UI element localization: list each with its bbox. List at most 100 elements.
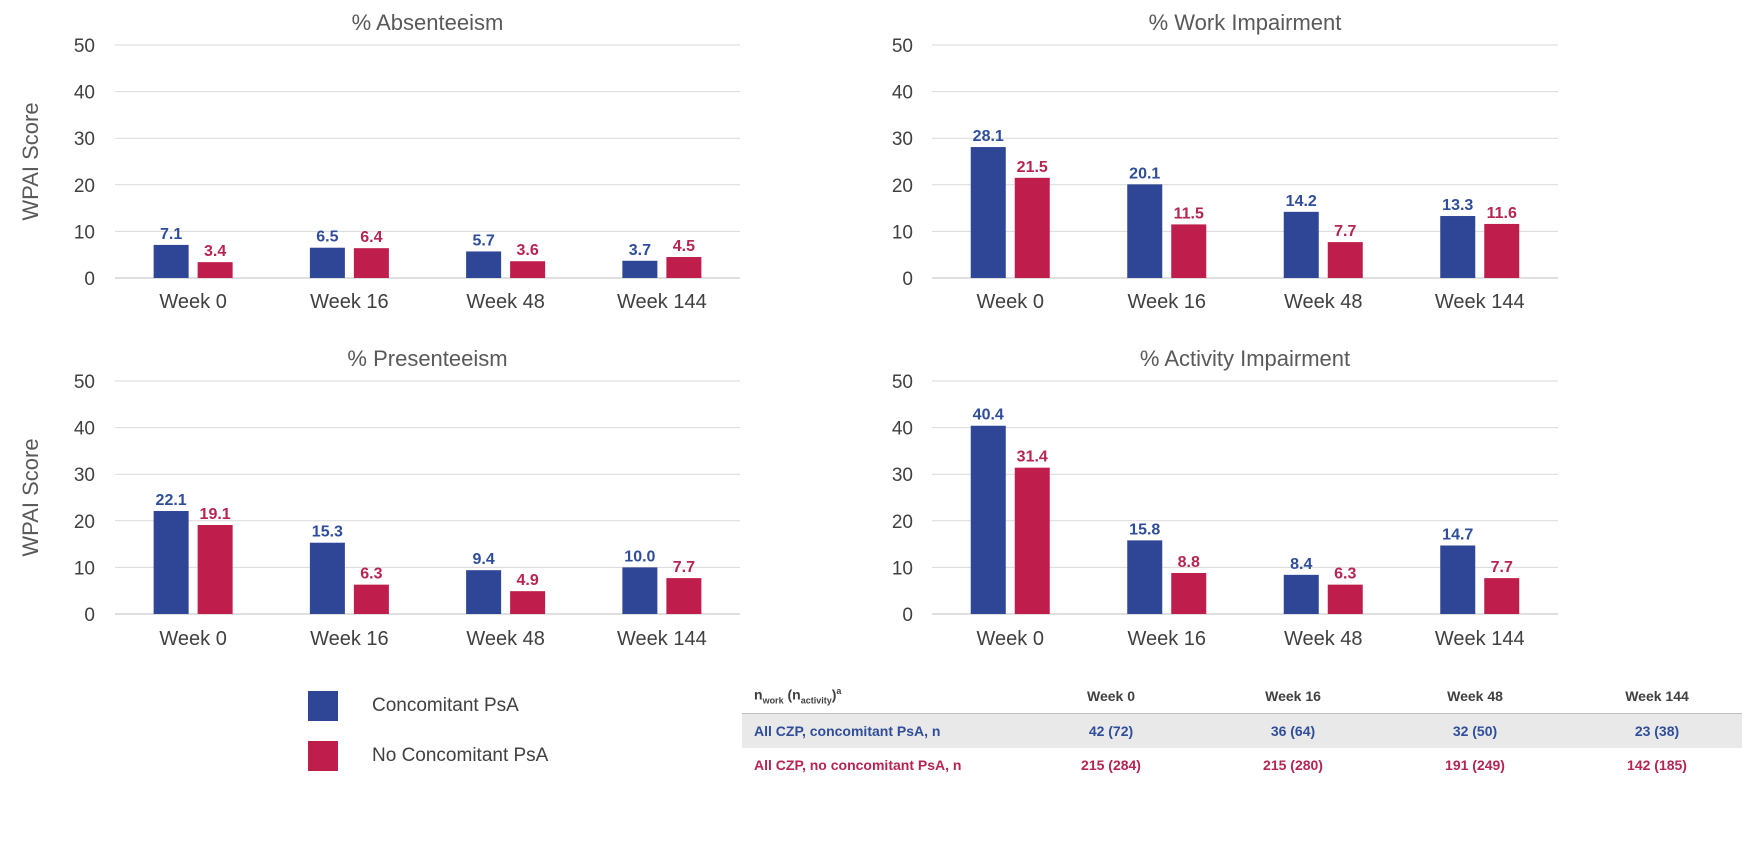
bar-concomitant [309, 247, 345, 278]
bar-no-concomitant [1014, 467, 1050, 614]
data-label: 7.7 [673, 559, 695, 576]
data-label: 20.1 [1129, 165, 1160, 182]
bar-no-concomitant [666, 578, 702, 614]
bar-concomitant [1440, 216, 1476, 278]
y-tick-label: 40 [892, 83, 913, 104]
legend-item-no-concomitant: No Concomitant PsA [308, 738, 548, 774]
x-tick-label: Week 144 [1435, 291, 1525, 313]
y-tick-label: 40 [892, 419, 913, 440]
data-label: 13.3 [1442, 197, 1473, 214]
data-label: 9.4 [473, 551, 495, 568]
data-label: 6.3 [360, 566, 382, 583]
data-label: 19.1 [200, 506, 231, 523]
bar-concomitant [466, 570, 502, 614]
x-tick-label: Week 144 [617, 291, 707, 313]
bar-concomitant [1127, 184, 1163, 278]
bar-no-concomitant [197, 524, 233, 614]
data-label: 11.5 [1174, 205, 1204, 222]
data-label: 5.7 [473, 232, 495, 249]
x-tick-label: Week 0 [159, 628, 226, 650]
data-label: 11.6 [1487, 205, 1517, 222]
x-tick-label: Week 16 [310, 628, 389, 650]
legend: Concomitant PsA No Concomitant PsA [308, 688, 548, 788]
legend-label-no-concomitant: No Concomitant PsA [372, 745, 549, 766]
table-cell: 142 (185) [1560, 748, 1742, 782]
data-label: 3.7 [629, 242, 651, 259]
y-tick-label: 50 [74, 372, 95, 393]
bar-no-concomitant [510, 591, 546, 614]
x-tick-label: Week 0 [977, 628, 1044, 650]
data-label: 6.4 [360, 229, 382, 246]
sample-size-table: nwork (nactivity)a Week 0 Week 16 Week 4… [742, 679, 1742, 782]
x-tick-label: Week 48 [466, 628, 545, 650]
x-tick-label: Week 16 [310, 291, 389, 313]
data-label: 6.3 [1334, 566, 1356, 583]
data-label: 14.2 [1286, 193, 1317, 210]
x-tick-label: Week 16 [1127, 291, 1206, 313]
x-tick-label: Week 0 [159, 291, 226, 313]
y-tick-label: 40 [74, 419, 95, 440]
data-label: 10.0 [624, 548, 655, 565]
y-tick-label: 10 [74, 222, 95, 243]
x-tick-label: Week 0 [977, 291, 1044, 313]
x-tick-label: Week 144 [617, 628, 707, 650]
chart-title: % Absenteeism [352, 10, 504, 35]
table-header-week-0: Week 0 [1014, 679, 1196, 714]
data-label: 7.7 [1334, 223, 1356, 240]
bar-concomitant [1440, 545, 1476, 614]
y-tick-label: 20 [74, 176, 95, 197]
table-cell: 42 (72) [1014, 713, 1196, 748]
bar-no-concomitant [1171, 572, 1207, 614]
legend-swatch-no-concomitant [308, 741, 338, 771]
y-tick-label: 30 [892, 129, 913, 150]
y-tick-label: 30 [74, 129, 95, 150]
x-tick-label: Week 48 [1284, 291, 1363, 313]
data-label: 21.5 [1017, 159, 1048, 176]
table-row: All CZP, no concomitant PsA, n 215 (284)… [742, 748, 1742, 782]
table-cell: 32 (50) [1378, 713, 1560, 748]
y-axis-label: WPAI Score [18, 102, 43, 220]
bar-concomitant [622, 260, 658, 278]
y-tick-label: 20 [892, 176, 913, 197]
table-cell: 23 (38) [1560, 713, 1742, 748]
table-cell: 36 (64) [1196, 713, 1378, 748]
bar-no-concomitant [1327, 584, 1363, 614]
bar-no-concomitant [510, 261, 546, 278]
bar-concomitant [309, 542, 345, 614]
data-label: 4.5 [673, 238, 695, 255]
x-tick-label: Week 48 [466, 291, 545, 313]
legend-label-concomitant: Concomitant PsA [372, 695, 519, 716]
y-tick-label: 0 [84, 605, 95, 626]
y-tick-label: 30 [892, 465, 913, 486]
x-tick-label: Week 16 [1127, 628, 1206, 650]
bar-concomitant [622, 567, 658, 614]
y-tick-label: 50 [892, 372, 913, 393]
data-label: 28.1 [973, 128, 1004, 145]
table-row-label: All CZP, concomitant PsA, n [742, 713, 1014, 748]
data-label: 8.4 [1290, 556, 1312, 573]
table-header-row: nwork (nactivity)a Week 0 Week 16 Week 4… [742, 679, 1742, 714]
chart-title: % Activity Impairment [1140, 346, 1350, 371]
table-cell: 191 (249) [1378, 748, 1560, 782]
y-tick-label: 50 [74, 36, 95, 57]
y-tick-label: 30 [74, 465, 95, 486]
chart-title: % Work Impairment [1149, 10, 1342, 35]
bar-concomitant [1283, 211, 1319, 278]
y-tick-label: 10 [74, 558, 95, 579]
table-header-week-144: Week 144 [1560, 679, 1742, 714]
x-tick-label: Week 144 [1435, 628, 1525, 650]
data-label: 3.4 [204, 243, 226, 260]
bar-concomitant [153, 511, 189, 614]
data-label: 22.1 [156, 492, 187, 509]
table-cell: 215 (284) [1014, 748, 1196, 782]
bar-concomitant [970, 425, 1006, 614]
legend-item-concomitant: Concomitant PsA [308, 688, 548, 724]
table-header-week-48: Week 48 [1378, 679, 1560, 714]
table-header-week-16: Week 16 [1196, 679, 1378, 714]
table-row-label: All CZP, no concomitant PsA, n [742, 748, 1014, 782]
y-tick-label: 10 [892, 222, 913, 243]
chart-title: % Presenteeism [347, 346, 507, 371]
bar-no-concomitant [1171, 224, 1207, 278]
bar-no-concomitant [353, 584, 389, 614]
bar-no-concomitant [1014, 177, 1050, 278]
